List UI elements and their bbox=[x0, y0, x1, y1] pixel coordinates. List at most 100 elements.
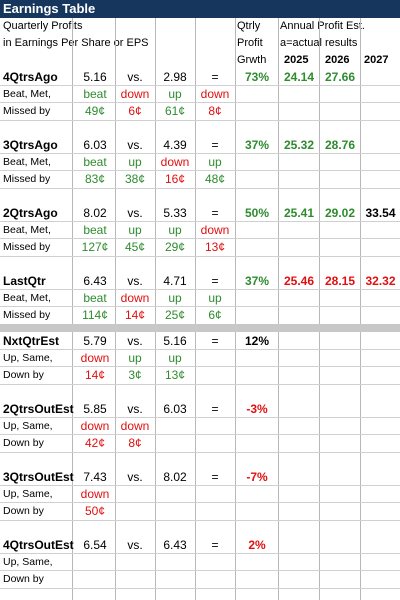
annual-estimate: 33.54 bbox=[365, 206, 396, 220]
table-title: Earnings Table bbox=[0, 0, 400, 18]
equals-sign: = bbox=[211, 538, 219, 552]
grid-line bbox=[278, 18, 279, 600]
result-cents: 127¢ bbox=[81, 240, 109, 254]
result-word: up bbox=[168, 351, 182, 365]
prior-eps: 4.39 bbox=[163, 138, 187, 152]
qtrly-growth: 73% bbox=[244, 70, 270, 84]
row-label: 4QtrsOutEst bbox=[3, 538, 74, 552]
result-word: up bbox=[168, 223, 182, 237]
result-word: down bbox=[200, 223, 230, 237]
qtrly-growth: -7% bbox=[246, 470, 268, 484]
vs-label: vs. bbox=[127, 70, 143, 84]
header-profit: Profit bbox=[237, 37, 263, 49]
vs-label: vs. bbox=[127, 274, 143, 288]
annual-estimate bbox=[361, 137, 400, 154]
grid-line bbox=[0, 188, 400, 189]
header-desc-line1: Quarterly Profits bbox=[3, 20, 83, 32]
result-word: up bbox=[208, 155, 222, 169]
header-year-2025: 2025 bbox=[284, 54, 309, 66]
result-cents: 13¢ bbox=[164, 368, 186, 382]
grid-line bbox=[72, 18, 73, 600]
row-label: 4QtrsAgo bbox=[3, 70, 58, 84]
result-word: beat bbox=[83, 291, 107, 305]
result-word: beat bbox=[83, 223, 107, 237]
grid-line bbox=[195, 18, 196, 600]
grid-line bbox=[0, 485, 400, 486]
row-sublabel: Down by bbox=[3, 505, 44, 517]
row-sublabel: Beat, Met, bbox=[3, 88, 51, 100]
result-cents: 8¢ bbox=[208, 104, 222, 118]
result-word: down bbox=[200, 87, 230, 101]
section-divider bbox=[0, 324, 400, 332]
result-cents: 8¢ bbox=[128, 436, 142, 450]
prior-eps: 4.71 bbox=[163, 274, 187, 288]
vs-label: vs. bbox=[127, 470, 143, 484]
actual-eps: 5.16 bbox=[83, 70, 107, 84]
actual-eps: 8.02 bbox=[83, 206, 107, 220]
result-cents: 114¢ bbox=[82, 308, 108, 322]
estimate-eps: 5.85 bbox=[83, 402, 107, 416]
equals-sign: = bbox=[211, 274, 219, 288]
equals-sign: = bbox=[211, 470, 219, 484]
header-actual-note: a=actual results bbox=[280, 37, 358, 49]
grid-line bbox=[0, 588, 400, 589]
grid-line bbox=[0, 452, 400, 453]
row-sublabel: Beat, Met, bbox=[3, 292, 51, 304]
qtrly-growth: 37% bbox=[244, 274, 270, 288]
grid-line bbox=[0, 434, 400, 435]
grid-line bbox=[0, 120, 400, 121]
header-year-2026: 2026 bbox=[325, 54, 350, 66]
grid-line bbox=[0, 417, 400, 418]
row-sublabel: Beat, Met, bbox=[3, 156, 51, 168]
result-word: beat bbox=[83, 87, 107, 101]
row-sublabel: Down by bbox=[3, 369, 44, 381]
result-cents: 38¢ bbox=[124, 172, 146, 186]
result-word: up bbox=[168, 87, 182, 101]
result-word: up bbox=[128, 223, 142, 237]
row-label: NxtQtrEst bbox=[3, 334, 60, 348]
result-word: up bbox=[168, 291, 182, 305]
grid-line bbox=[360, 18, 361, 600]
vs-label: vs. bbox=[127, 402, 143, 416]
equals-sign: = bbox=[211, 206, 219, 220]
result-cents: 6¢ bbox=[128, 104, 142, 118]
equals-sign: = bbox=[211, 402, 219, 416]
grid-line bbox=[0, 553, 400, 554]
actual-eps: 6.03 bbox=[83, 138, 107, 152]
equals-sign: = bbox=[211, 70, 219, 84]
grid-line bbox=[0, 520, 400, 521]
grid-line bbox=[0, 238, 400, 239]
equals-sign: = bbox=[211, 138, 219, 152]
vs-label: vs. bbox=[127, 206, 143, 220]
row-sublabel: Down by bbox=[3, 437, 44, 449]
result-cents: 16¢ bbox=[164, 172, 186, 186]
header-qtrly: Qtrly bbox=[237, 20, 261, 32]
result-cents: 14¢ bbox=[124, 308, 146, 322]
row-label: 3QtrsAgo bbox=[3, 138, 58, 152]
result-cents: 49¢ bbox=[84, 104, 106, 118]
result-word: down bbox=[160, 155, 190, 169]
annual-estimate: 25.46 bbox=[283, 274, 315, 288]
row-sublabel: Missed by bbox=[3, 241, 51, 253]
result-word: up bbox=[128, 155, 142, 169]
qtrly-growth: 37% bbox=[244, 138, 270, 152]
result-word: down bbox=[80, 419, 110, 433]
prior-eps: 5.16 bbox=[163, 334, 187, 348]
result-word: down bbox=[120, 291, 150, 305]
vs-label: vs. bbox=[127, 138, 143, 152]
row-sublabel: Up, Same, bbox=[3, 352, 53, 364]
row-label: 3QtrsOutEst bbox=[3, 470, 74, 484]
header-annual-est: Annual Profit Est. bbox=[280, 20, 365, 32]
grid-line bbox=[0, 256, 400, 257]
row-sublabel: Missed by bbox=[3, 173, 51, 185]
result-word: up bbox=[208, 291, 222, 305]
annual-estimate: 25.41 bbox=[283, 206, 315, 220]
result-cents: 50¢ bbox=[84, 504, 106, 518]
prior-eps: 8.02 bbox=[163, 470, 187, 484]
row-label: 2QtrsOutEst bbox=[3, 402, 74, 416]
result-cents: 25¢ bbox=[164, 308, 186, 322]
grid-line bbox=[0, 349, 400, 350]
header-desc-line2: in Earnings Per Share or EPS bbox=[3, 37, 149, 49]
header-year-2027: 2027 bbox=[364, 54, 389, 66]
qtrly-growth: 12% bbox=[244, 334, 270, 348]
